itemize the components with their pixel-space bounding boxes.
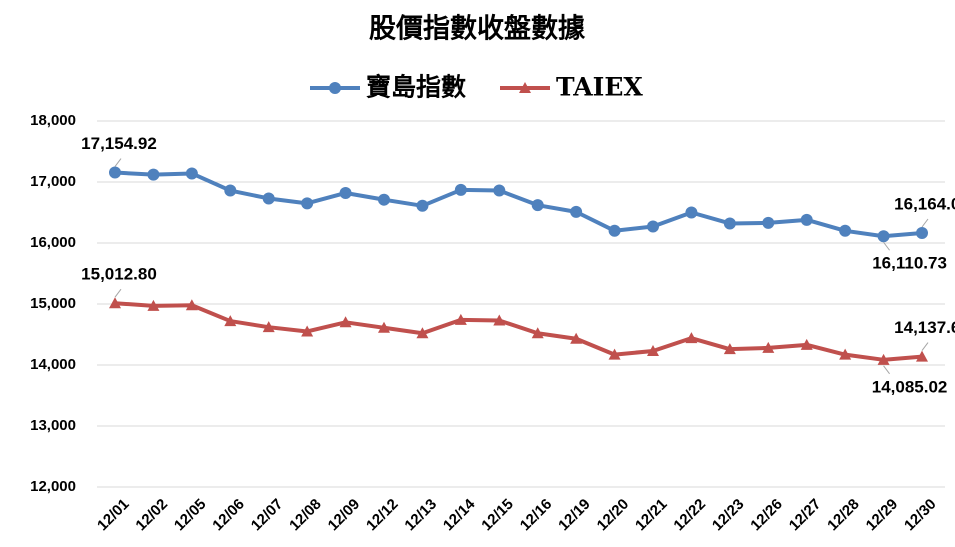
data-label: 14,085.02 bbox=[872, 377, 948, 396]
data-label: 15,012.80 bbox=[81, 265, 157, 284]
marker bbox=[109, 166, 121, 179]
marker bbox=[762, 216, 775, 229]
legend-label: 寶島指數 bbox=[366, 73, 466, 102]
marker bbox=[916, 350, 928, 362]
marker bbox=[109, 297, 121, 309]
data-label: 17,154.92 bbox=[81, 134, 157, 153]
marker bbox=[301, 197, 314, 210]
data-label: 16,110.73 bbox=[872, 254, 947, 273]
marker bbox=[454, 183, 467, 196]
y-tick-label: 12,000 bbox=[30, 478, 76, 495]
marker bbox=[877, 230, 890, 243]
marker bbox=[800, 213, 813, 226]
marker bbox=[839, 348, 852, 360]
marker bbox=[877, 353, 890, 365]
chart-title: 股價指數收盤數據 bbox=[369, 14, 586, 45]
data-label: 14,137.69 bbox=[894, 318, 955, 337]
marker bbox=[339, 186, 352, 199]
marker bbox=[262, 321, 275, 333]
marker bbox=[647, 220, 659, 233]
marker bbox=[416, 327, 429, 339]
marker bbox=[493, 184, 506, 197]
marker bbox=[339, 316, 352, 328]
marker bbox=[147, 168, 160, 181]
marker bbox=[378, 193, 390, 206]
marker bbox=[147, 299, 160, 311]
marker bbox=[531, 327, 544, 339]
marker bbox=[608, 224, 621, 237]
leader-line bbox=[921, 218, 929, 228]
y-tick-label: 17,000 bbox=[30, 173, 76, 190]
marker bbox=[185, 167, 198, 180]
marker bbox=[608, 348, 621, 360]
marker bbox=[647, 344, 659, 356]
leader-line bbox=[883, 241, 890, 251]
marker bbox=[762, 341, 775, 353]
marker bbox=[224, 184, 237, 197]
y-tick-label: 15,000 bbox=[30, 295, 76, 312]
marker bbox=[301, 325, 314, 337]
leader-line bbox=[921, 342, 929, 351]
marker bbox=[262, 192, 275, 205]
leader-line bbox=[114, 158, 122, 167]
y-tick-label: 13,000 bbox=[30, 417, 76, 434]
leader-line bbox=[114, 288, 122, 298]
marker bbox=[723, 343, 736, 355]
data-label: 16,164.02 bbox=[894, 194, 955, 213]
series-line bbox=[114, 170, 923, 239]
marker bbox=[685, 206, 698, 219]
marker bbox=[916, 226, 928, 239]
marker bbox=[378, 321, 390, 333]
marker bbox=[493, 314, 506, 326]
legend-marker bbox=[329, 82, 341, 94]
y-tick-label: 14,000 bbox=[30, 356, 76, 373]
legend-marker bbox=[519, 82, 531, 93]
marker bbox=[454, 313, 467, 325]
marker bbox=[570, 332, 583, 344]
leader-line bbox=[883, 365, 890, 375]
series-line bbox=[114, 301, 923, 362]
y-tick-label: 16,000 bbox=[30, 234, 76, 251]
marker bbox=[685, 332, 698, 344]
y-tick-label: 18,000 bbox=[30, 112, 76, 129]
legend-label: TAIEX bbox=[556, 73, 643, 102]
marker bbox=[531, 199, 544, 212]
marker bbox=[800, 338, 813, 350]
marker bbox=[570, 205, 583, 218]
marker bbox=[185, 299, 198, 311]
marker bbox=[839, 224, 852, 237]
marker bbox=[723, 217, 736, 230]
marker bbox=[416, 199, 429, 212]
marker bbox=[224, 315, 237, 327]
